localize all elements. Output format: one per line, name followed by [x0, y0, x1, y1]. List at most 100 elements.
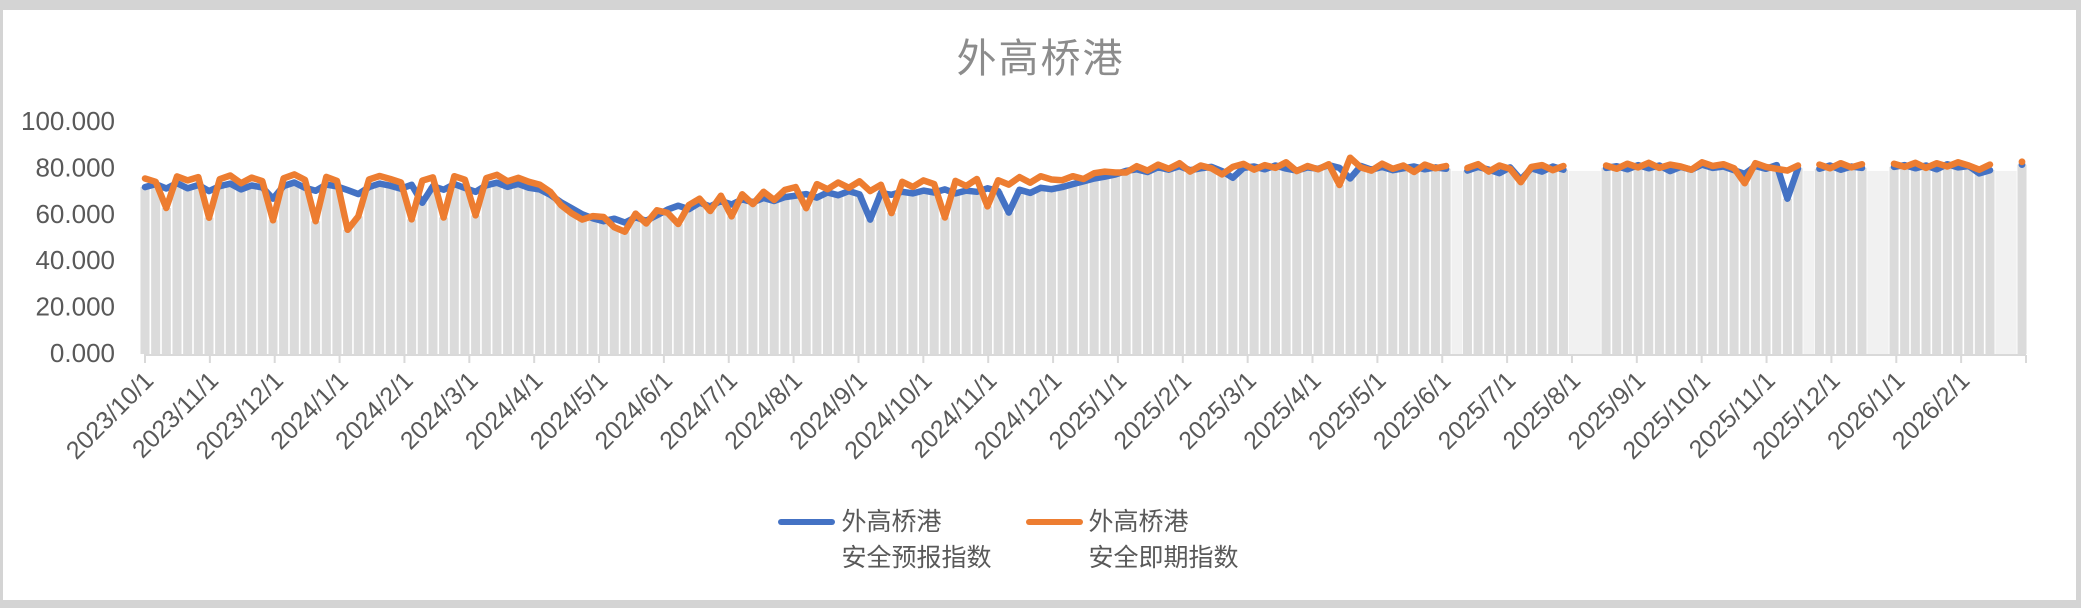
background-column — [609, 227, 619, 354]
background-column — [1537, 171, 1547, 354]
background-column — [1526, 168, 1536, 354]
x-axis-labels: 2023/10/12023/11/12023/12/12024/1/12024/… — [61, 366, 1976, 464]
background-column — [588, 218, 598, 354]
spot-index-line-path — [1602, 159, 1802, 187]
background-column — [1249, 169, 1259, 354]
background-column — [663, 212, 673, 354]
background-column — [972, 191, 982, 354]
background-column — [1356, 167, 1366, 354]
legend-label-line1: 外高桥港 — [841, 508, 942, 536]
background-column — [1622, 169, 1632, 354]
background-column — [1665, 171, 1675, 354]
background-column — [545, 194, 555, 354]
legend-label-line2: 安全即期指数 — [1088, 544, 1239, 573]
background-column — [1932, 169, 1942, 354]
background-column — [193, 185, 203, 354]
legend-label-line1: 外高桥港 — [1088, 508, 1189, 536]
background-column — [1953, 167, 1963, 354]
background-column — [1196, 168, 1206, 354]
background-column — [1366, 170, 1376, 354]
background-column — [1814, 168, 1824, 354]
background-column — [364, 187, 374, 354]
background-column — [705, 211, 715, 354]
legend-label-line2: 安全预报指数 — [841, 544, 992, 573]
background-column — [641, 223, 651, 354]
background-column — [1334, 185, 1344, 354]
background-column — [289, 182, 299, 354]
spot-index-line-path — [1890, 159, 1994, 173]
background-column — [1420, 169, 1430, 354]
background-column — [204, 217, 214, 354]
missing-data-band — [1867, 170, 1889, 354]
background-column — [428, 186, 438, 354]
background-column — [1164, 169, 1174, 354]
spot-index-line-path — [141, 154, 1450, 235]
y-axis-labels: 0.000 20.000 40.000 60.000 80.000 100.000 — [21, 106, 115, 368]
background-column — [375, 183, 385, 354]
background-column — [1718, 166, 1728, 354]
background-column — [759, 198, 769, 354]
background-column — [1185, 171, 1195, 354]
background-column — [1153, 167, 1163, 354]
background-column — [1110, 174, 1121, 354]
background-column — [567, 213, 577, 354]
background-column — [257, 187, 267, 354]
background-column — [1708, 167, 1718, 354]
missing-data-band — [1803, 170, 1815, 354]
background-column — [1846, 167, 1856, 354]
background-column — [1206, 168, 1217, 354]
background-column — [1036, 187, 1046, 354]
background-column — [1313, 169, 1323, 354]
background-column — [1409, 172, 1419, 354]
missing-data-bands — [1451, 170, 2017, 354]
background-column — [950, 193, 961, 354]
background-column — [1228, 177, 1238, 354]
x-axis — [144, 354, 2027, 363]
background-column — [1238, 167, 1249, 354]
background-column — [1430, 168, 1440, 354]
background-column — [279, 185, 289, 354]
background-column — [1750, 166, 1760, 354]
background-column — [791, 195, 801, 354]
background-column — [1057, 187, 1067, 354]
background-column — [2017, 164, 2027, 354]
background-column — [471, 215, 481, 354]
background-column — [225, 183, 235, 354]
chart-title: 外高桥港 — [956, 37, 1125, 81]
background-column — [353, 216, 363, 354]
background-column — [332, 186, 342, 354]
background-column — [1142, 172, 1153, 354]
background-column — [1260, 169, 1270, 354]
background-column — [673, 224, 683, 354]
background-column — [599, 221, 609, 354]
missing-data-band — [1568, 170, 1601, 354]
background-column — [343, 229, 353, 354]
background-columns — [140, 164, 2027, 354]
background-column — [151, 184, 161, 354]
y-axis-label: 60.000 — [35, 199, 115, 229]
background-column — [1889, 166, 1899, 354]
background-column — [1729, 170, 1739, 354]
legend: 外高桥港 安全预报指数 外高桥港 安全即期指数 — [0, 504, 2081, 577]
background-column — [183, 188, 193, 354]
background-column — [876, 192, 886, 354]
background-column — [1004, 212, 1014, 354]
background-column — [908, 193, 918, 354]
background-column — [1174, 166, 1185, 354]
background-column — [503, 186, 513, 354]
y-axis-label: 100.000 — [21, 106, 115, 136]
background-column — [1132, 169, 1142, 354]
background-column — [321, 184, 331, 354]
background-column — [1014, 189, 1025, 354]
background-column — [1644, 168, 1654, 354]
background-column — [727, 216, 737, 354]
background-column — [865, 219, 875, 354]
spot-line-swatch — [1025, 519, 1083, 525]
background-column — [1910, 168, 1920, 354]
background-column — [1292, 171, 1302, 354]
background-column — [940, 217, 950, 354]
background-column — [1281, 168, 1291, 354]
background-column — [577, 219, 587, 354]
forecast-line-swatch — [778, 519, 836, 525]
